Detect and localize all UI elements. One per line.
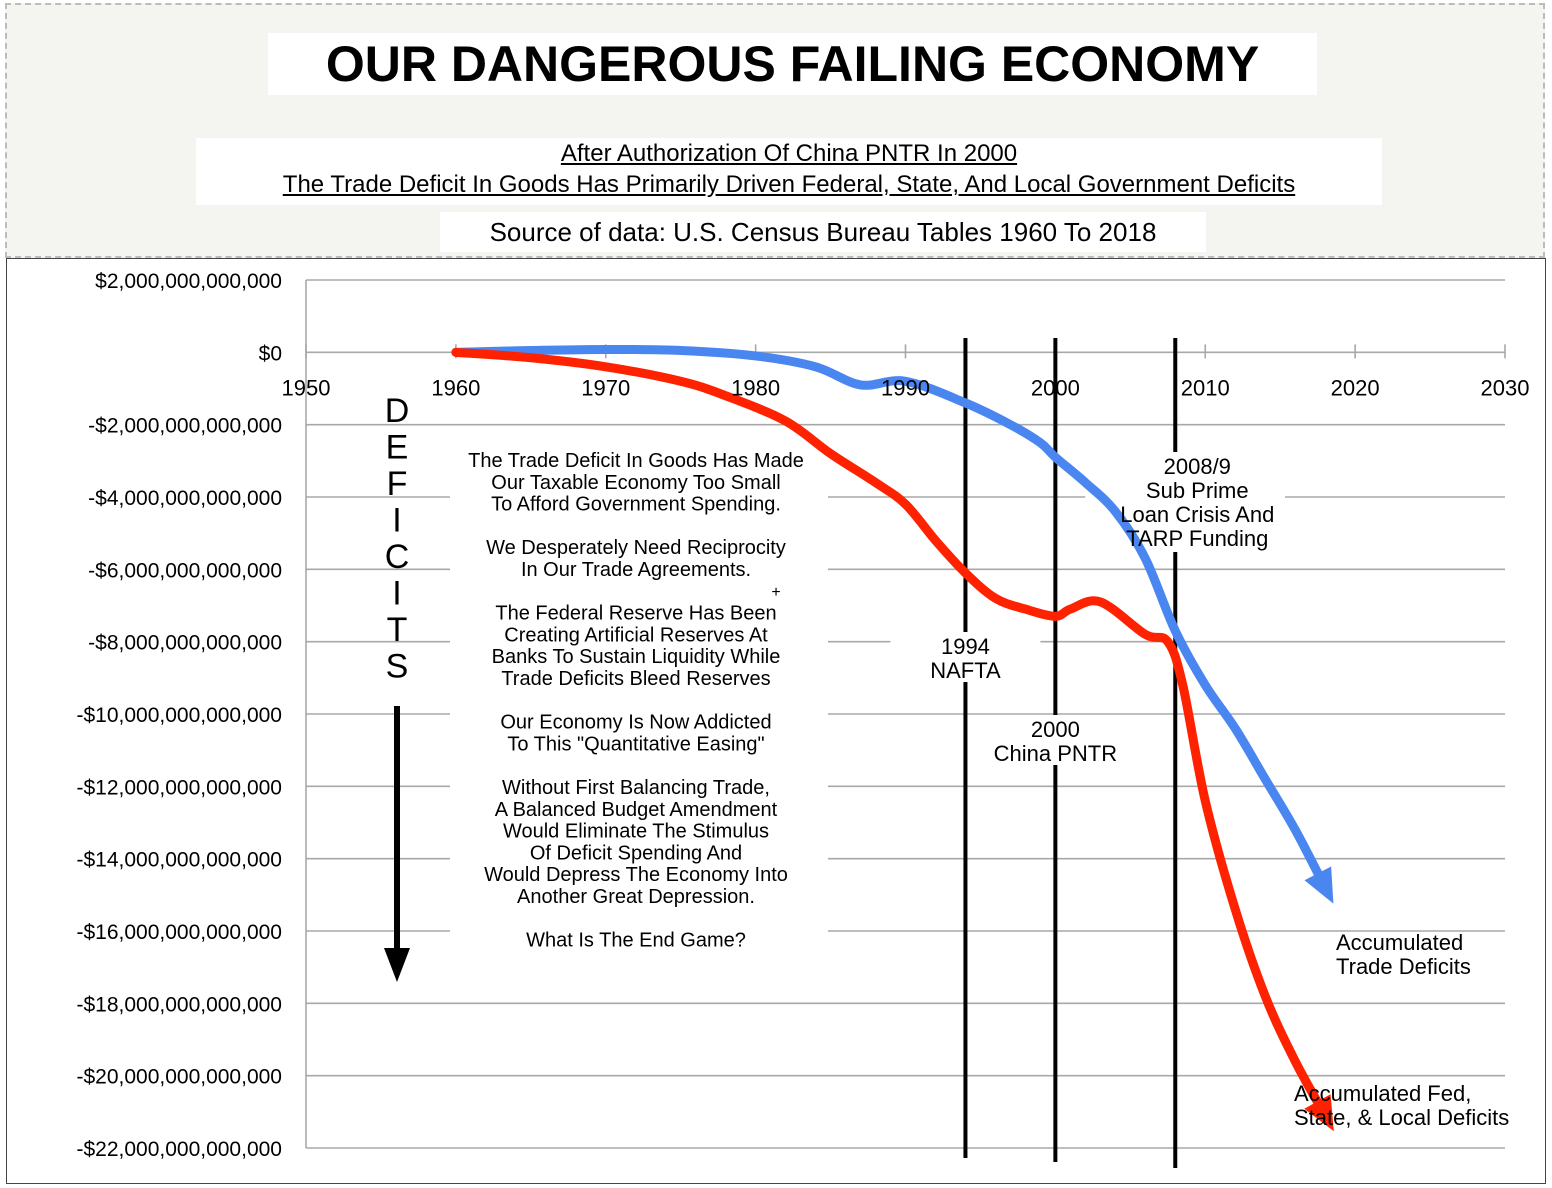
commentary-line: Our Economy Is Now Addicted xyxy=(500,712,771,734)
commentary-line: Trade Deficits Bleed Reserves xyxy=(501,668,770,690)
vertical-marker-label: Loan Crisis And xyxy=(1120,502,1274,527)
commentary-line: Would Eliminate The Stimulus xyxy=(503,821,769,843)
y-tick-label: -$18,000,000,000,000 xyxy=(76,993,282,1016)
vertical-marker-label: 2000 xyxy=(1031,717,1080,742)
commentary-line: Creating Artificial Reserves At xyxy=(504,624,768,646)
deficits-letter: E xyxy=(386,429,409,467)
y-tick-label: -$4,000,000,000,000 xyxy=(88,487,282,510)
deficits-arrow-head xyxy=(384,948,410,982)
commentary-line: Would Depress The Economy Into xyxy=(484,864,788,886)
commentary-line: To This "Quantitative Easing" xyxy=(507,733,764,755)
deficits-letter: T xyxy=(387,611,408,649)
x-tick-label: 1970 xyxy=(581,375,630,400)
commentary-line: Our Taxable Economy Too Small xyxy=(491,472,780,494)
commentary-line: To Afford Government Spending. xyxy=(491,494,781,516)
x-tick-label: 2020 xyxy=(1331,375,1380,400)
source-note: Source of data: U.S. Census Bureau Table… xyxy=(440,212,1206,252)
y-tick-label: -$16,000,000,000,000 xyxy=(76,921,282,944)
y-tick-label: -$20,000,000,000,000 xyxy=(76,1066,282,1089)
vertical-marker-label: NAFTA xyxy=(930,658,1001,683)
gov-series-label: Accumulated Fed, xyxy=(1294,1081,1471,1106)
y-tick-label: -$8,000,000,000,000 xyxy=(88,632,282,655)
vertical-marker-label: China PNTR xyxy=(994,741,1117,766)
x-tick-label: 1990 xyxy=(881,375,930,400)
deficits-letter: I xyxy=(392,575,401,613)
y-tick-label: $0 xyxy=(259,342,282,365)
crosshair-glyph: + xyxy=(771,584,780,601)
series-arrowhead xyxy=(1304,1094,1334,1132)
y-tick-label: -$6,000,000,000,000 xyxy=(88,559,282,582)
series-0 xyxy=(451,344,1334,904)
x-tick-label: 1960 xyxy=(431,375,480,400)
commentary-background xyxy=(450,446,828,956)
commentary-line: Of Deficit Spending And xyxy=(530,842,742,864)
subtitle-line-2: The Trade Deficit In Goods Has Primarily… xyxy=(282,171,1296,198)
commentary-line: A Balanced Budget Amendment xyxy=(495,799,778,821)
commentary-line: We Desperately Need Reciprocity xyxy=(486,537,786,559)
y-tick-label: -$22,000,000,000,000 xyxy=(76,1138,282,1161)
subtitle-line-1: After Authorization Of China PNTR In 200… xyxy=(560,140,1018,167)
y-tick-label: -$10,000,000,000,000 xyxy=(76,704,282,727)
series-line xyxy=(451,344,1330,893)
page-title: OUR DANGEROUS FAILING ECONOMY xyxy=(268,33,1317,95)
commentary-line: Banks To Sustain Liquidity While xyxy=(492,646,781,668)
deficits-letter: D xyxy=(385,392,410,430)
deficits-letter: I xyxy=(392,502,401,540)
vertical-marker-label: Sub Prime xyxy=(1146,478,1249,503)
commentary-line: The Trade Deficit In Goods Has Made xyxy=(468,450,804,472)
vertical-marker-label-bg xyxy=(890,632,1041,682)
trade-series-label: Accumulated xyxy=(1336,930,1463,955)
x-tick-label: 2010 xyxy=(1181,375,1230,400)
x-tick-label: 2030 xyxy=(1481,375,1530,400)
series-line xyxy=(451,347,1330,1120)
vertical-marker-label-bg xyxy=(1085,452,1266,552)
vertical-marker-label-bg xyxy=(980,715,1131,765)
y-tick-label: -$12,000,000,000,000 xyxy=(76,776,282,799)
y-tick-label: $2,000,000,000,000 xyxy=(95,270,282,293)
vertical-marker-label: TARP Funding xyxy=(1126,526,1268,551)
y-tick-label: -$14,000,000,000,000 xyxy=(76,849,282,872)
trade-series-label: Trade Deficits xyxy=(1336,954,1471,979)
commentary-line: Another Great Depression. xyxy=(517,886,755,908)
commentary-line: The Federal Reserve Has Been xyxy=(495,603,776,625)
commentary-line: What Is The End Game? xyxy=(526,930,746,952)
deficits-letter: S xyxy=(386,648,409,686)
series-arrowhead xyxy=(1304,866,1334,904)
gov-series-label: State, & Local Deficits xyxy=(1294,1105,1509,1130)
y-tick-label: -$2,000,000,000,000 xyxy=(88,415,282,438)
x-tick-label: 1950 xyxy=(282,375,331,400)
chart-frame xyxy=(6,258,1546,1184)
x-tick-label: 1980 xyxy=(731,375,780,400)
x-tick-label: 2000 xyxy=(1031,375,1080,400)
commentary-line: Without First Balancing Trade, xyxy=(502,777,770,799)
deficits-letter: F xyxy=(387,465,408,503)
vertical-marker-label: 2008/9 xyxy=(1164,454,1231,479)
commentary-line: In Our Trade Agreements. xyxy=(521,559,751,581)
deficits-letter: C xyxy=(385,538,410,576)
series-1 xyxy=(451,347,1334,1132)
vertical-marker-label: 1994 xyxy=(941,634,990,659)
subtitle: After Authorization Of China PNTR In 200… xyxy=(196,138,1382,205)
